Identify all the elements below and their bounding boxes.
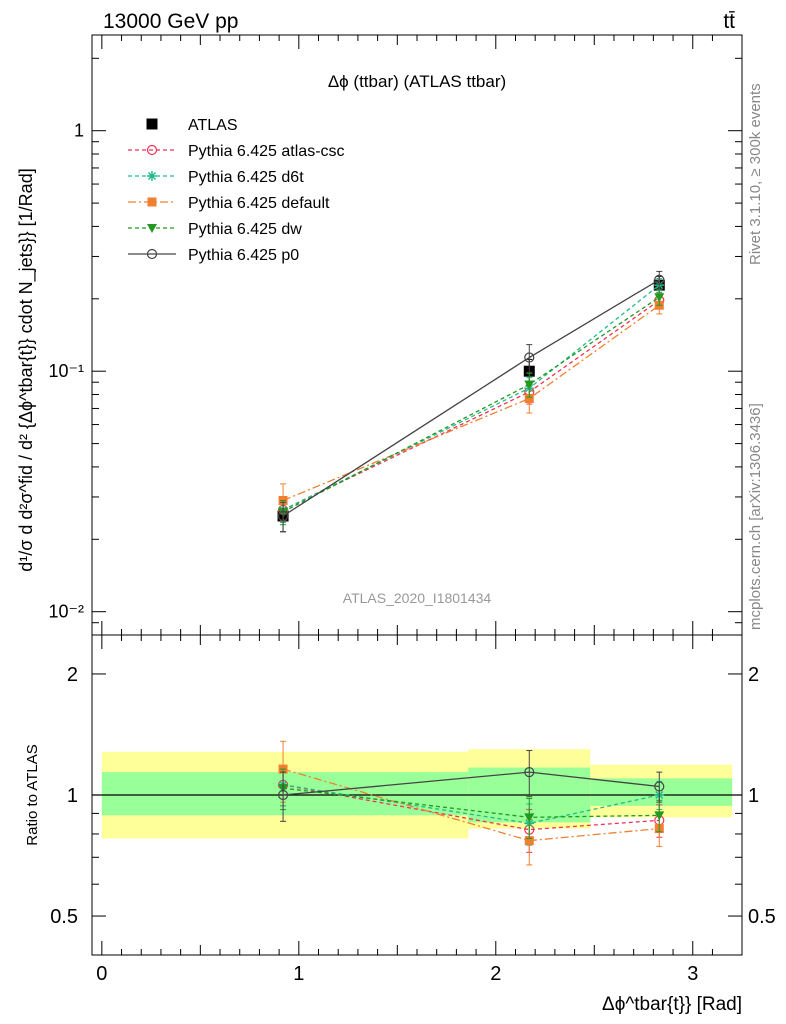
data-marker — [524, 352, 535, 363]
main-y-tick-labels: 10⁻² 10⁻¹ 1 — [48, 121, 84, 622]
data-marker — [146, 248, 158, 260]
series-atlas — [277, 275, 665, 533]
data-marker — [147, 224, 157, 233]
x-tick-label: 3 — [687, 963, 698, 985]
ratio-panel: 0.5 0.5 1 1 2 2 0 1 2 3 Ratio to ATLAS Δϕ^tbar{t… — [24, 634, 776, 1015]
main-panel: 10⁻² 10⁻¹ 1 Δϕ (ttbar) (ATLAS ttbar) ATLAS… — [16, 34, 743, 636]
header-right: tt̄ — [723, 10, 735, 33]
legend: ATLAS Pythia 6.425 atlas-csc Pythia 6.425 … — [128, 117, 345, 264]
ratio-series-group — [277, 740, 665, 866]
legend-entry: Pythia 6.425 default — [128, 195, 330, 212]
ratio-band-green — [101, 772, 469, 816]
header-left: 13000 GeV pp — [103, 10, 238, 33]
data-marker — [654, 781, 665, 792]
mcplots-label: mcplots.cern.ch [arXiv:1306.3436] — [747, 403, 764, 630]
data-marker — [147, 171, 157, 181]
legend-entry: Pythia 6.425 dw — [128, 221, 302, 238]
ratio-y-tick-label: 2 — [67, 664, 78, 686]
main-y-axis-label: d¹/σ d d²σ^fid / d² {Δϕ^tbar{t}} cdot N_… — [16, 168, 37, 571]
data-marker — [146, 144, 158, 156]
ratio-axis-ticks — [92, 635, 742, 955]
x-tick-label: 2 — [490, 963, 501, 985]
legend-entry: ATLAS — [146, 117, 238, 134]
series-line — [282, 279, 660, 517]
main-series-group — [277, 270, 665, 533]
data-marker — [147, 197, 157, 207]
series-pythia-6-425-dw — [278, 289, 665, 526]
data-marker — [146, 118, 158, 130]
legend-label: Pythia 6.425 d6t — [188, 169, 304, 186]
rivet-label: Rivet 3.1.10, ≥ 300k events — [747, 83, 764, 265]
legend-label: Pythia 6.425 p0 — [188, 247, 299, 264]
ratio-bands — [101, 749, 733, 839]
data-marker — [524, 767, 535, 778]
legend-label: Pythia 6.425 default — [188, 195, 330, 212]
data-marker — [277, 510, 289, 522]
main-y-tick-label: 10⁻² — [48, 602, 84, 622]
main-axis-ticks — [92, 35, 742, 636]
x-axis-label: Δϕ^tbar{t}} [Rad] — [602, 994, 742, 1015]
ratio-y-tick-label-right: 1 — [748, 785, 759, 807]
series-line — [282, 284, 660, 511]
data-marker — [524, 393, 534, 403]
series-pythia-6-425-default — [278, 296, 664, 521]
legend-label: Pythia 6.425 dw — [188, 221, 302, 238]
x-tick-label: 1 — [293, 963, 304, 985]
series-line — [282, 304, 660, 502]
main-y-tick-label: 1 — [74, 121, 84, 141]
series-line — [282, 296, 660, 513]
series-line — [282, 299, 660, 511]
legend-label: Pythia 6.425 atlas-csc — [188, 143, 345, 160]
watermark: ATLAS_2020_I1801434 — [343, 590, 492, 606]
data-marker — [524, 836, 534, 846]
data-marker — [277, 789, 289, 801]
series-pythia-6-425-p0 — [277, 750, 665, 822]
main-y-tick-label: 10⁻¹ — [48, 361, 84, 381]
ratio-y-tick-labels: 0.5 0.5 1 1 2 2 — [50, 664, 776, 928]
x-tick-label: 0 — [96, 963, 107, 985]
ratio-y-axis-label: Ratio to ATLAS — [24, 744, 41, 845]
x-tick-labels: 0 1 2 3 — [96, 963, 698, 985]
series-pythia-6-425-d6t — [278, 277, 665, 523]
series-line — [282, 784, 660, 831]
ratio-y-tick-label: 1 — [67, 785, 78, 807]
ratio-y-tick-label-right: 2 — [748, 664, 759, 686]
legend-label: ATLAS — [188, 117, 238, 134]
data-marker — [654, 811, 665, 821]
data-marker — [524, 380, 535, 390]
data-marker — [654, 293, 665, 303]
legend-entry: Pythia 6.425 p0 — [128, 247, 299, 264]
series-pythia-6-425-p0 — [277, 270, 665, 533]
data-marker — [654, 274, 665, 285]
main-title: Δϕ (ttbar) (ATLAS ttbar) — [328, 72, 506, 91]
legend-entry: Pythia 6.425 d6t — [128, 169, 304, 186]
ratio-y-tick-label-right: 0.5 — [748, 906, 776, 928]
ratio-y-tick-label: 0.5 — [50, 906, 78, 928]
legend-entry: Pythia 6.425 atlas-csc — [128, 143, 345, 160]
series-line — [282, 784, 660, 825]
data-marker — [524, 813, 535, 823]
